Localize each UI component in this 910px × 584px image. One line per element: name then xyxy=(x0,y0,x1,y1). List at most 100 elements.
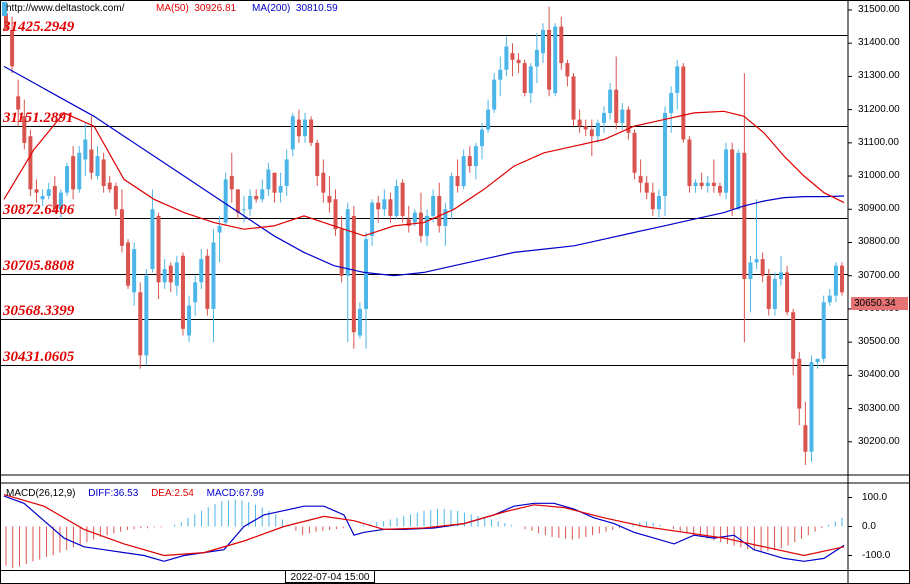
candle-body xyxy=(632,132,637,173)
candle-body xyxy=(46,189,51,196)
candle-body xyxy=(77,152,82,190)
candle-body xyxy=(461,156,466,187)
candle-body xyxy=(22,116,27,143)
candle-body xyxy=(382,199,387,210)
macd-diff-line xyxy=(3,495,845,562)
candle-body xyxy=(101,159,106,187)
candle-body xyxy=(760,259,765,276)
candle-body xyxy=(583,126,588,130)
candle-body xyxy=(693,182,698,187)
candle-body xyxy=(278,186,283,193)
candle-body xyxy=(577,119,582,127)
candle-body xyxy=(345,209,350,276)
candle-body xyxy=(290,116,295,150)
candle-body xyxy=(748,262,753,280)
candle-body xyxy=(547,29,552,90)
ma50-legend: MA(50) 30926.81 xyxy=(156,3,236,14)
candle-body xyxy=(797,358,802,409)
candle-body xyxy=(394,186,399,216)
candle-body xyxy=(437,195,442,226)
candle-body xyxy=(418,212,423,236)
candle-body xyxy=(687,139,692,187)
candle-body xyxy=(827,295,832,303)
price-tick-label: 30500.00 xyxy=(858,336,900,348)
candle-body xyxy=(58,192,63,210)
candle-body xyxy=(473,146,478,167)
crosshair-date-label: 2022-07-04 15:00 xyxy=(285,570,375,583)
candle-body xyxy=(113,186,118,210)
candle-body xyxy=(241,209,246,211)
candle-body xyxy=(303,119,308,137)
price-tick-label: 31500.00 xyxy=(858,3,900,15)
price-tick-label: 31000.00 xyxy=(858,170,900,182)
price-tick-label: 31100.00 xyxy=(858,136,899,148)
price-tick-label: 30400.00 xyxy=(858,369,900,381)
candle-body xyxy=(89,149,94,173)
candle-body xyxy=(126,242,131,286)
candle-body xyxy=(162,269,167,283)
candle-body xyxy=(71,156,76,190)
price-tick-label: 30200.00 xyxy=(858,435,900,447)
candle-body xyxy=(315,142,320,177)
candle-body xyxy=(16,96,21,110)
candle-body xyxy=(498,69,503,80)
candle-body xyxy=(309,119,314,143)
candle-body xyxy=(602,112,607,123)
candle-body xyxy=(357,308,362,336)
candle-body xyxy=(516,59,521,64)
candle-body xyxy=(626,109,631,133)
macd-dea-value: DEA:2.54 xyxy=(151,488,194,499)
candle-body xyxy=(4,13,8,30)
candle-body xyxy=(174,262,179,286)
corner-marker xyxy=(2,2,7,16)
price-tick-label: 31400.00 xyxy=(858,37,900,49)
candle-body xyxy=(168,265,173,283)
candle-body xyxy=(83,139,88,160)
ma200-legend: MA(200) 30810.59 xyxy=(252,3,338,14)
source-url[interactable]: http://www.deltastock.com/ xyxy=(6,3,125,14)
candle-body xyxy=(376,202,381,210)
candle-body xyxy=(119,209,124,246)
candle-body xyxy=(553,26,558,94)
candle-body xyxy=(284,159,289,187)
candle-body xyxy=(656,195,661,210)
candle-body xyxy=(95,156,100,177)
candle-body xyxy=(10,29,15,67)
candle-body xyxy=(132,249,137,293)
macd-histogram xyxy=(5,499,843,569)
level-label: 30705.8808 xyxy=(3,257,75,274)
candle-body xyxy=(778,272,783,280)
candle-body xyxy=(211,242,216,309)
candle-body xyxy=(431,195,436,216)
candle-body xyxy=(235,189,240,213)
candle-body xyxy=(650,192,655,210)
candle-body xyxy=(443,209,448,226)
candle-body xyxy=(467,156,472,167)
candle-body xyxy=(217,225,222,233)
macd-tick-label: -100.0 xyxy=(862,549,891,561)
candle-body xyxy=(187,305,192,336)
macd-tick-label: 100.0 xyxy=(862,491,888,503)
price-tick-label: 30900.00 xyxy=(858,203,900,215)
candle-body xyxy=(272,172,277,193)
candle-body xyxy=(663,112,668,196)
candle-body xyxy=(205,255,210,309)
candle-body xyxy=(620,109,625,123)
candle-body xyxy=(296,119,301,137)
macd-title: MACD(26,12,9) xyxy=(6,488,76,499)
candle-body xyxy=(266,169,271,190)
candle-body xyxy=(730,149,735,210)
candle-body xyxy=(644,182,649,193)
candle-body xyxy=(412,212,417,223)
ma200-label: MA(200) xyxy=(252,3,291,14)
candle-body xyxy=(724,149,729,193)
candle-body xyxy=(254,195,259,200)
ma50-label: MA(50) xyxy=(156,3,189,14)
candle-body xyxy=(406,219,411,226)
level-label: 30568.3399 xyxy=(3,302,75,319)
candle-body xyxy=(504,46,509,70)
candle-body xyxy=(321,172,326,193)
candle-body xyxy=(815,358,820,363)
macd-legend: MACD(26,12,9) DIFF:36.53 DEA:2.54 MACD:6… xyxy=(6,488,274,499)
candle-body xyxy=(28,136,33,190)
